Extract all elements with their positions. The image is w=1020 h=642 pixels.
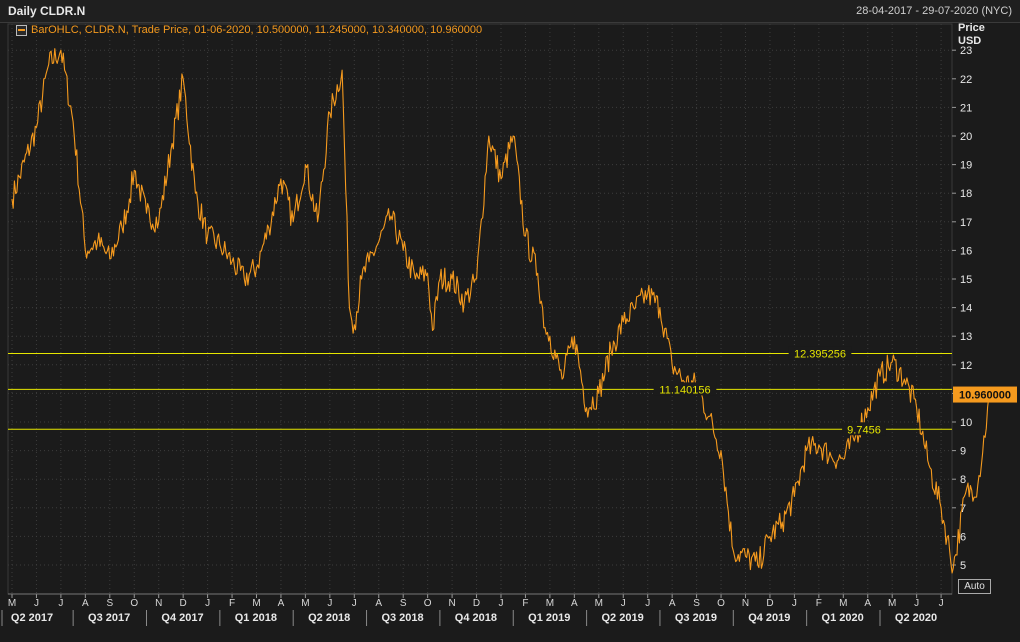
month-label: O: [424, 598, 432, 609]
y-tick-label: 14: [960, 303, 972, 315]
y-tick-label: 20: [960, 131, 972, 143]
y-tick-label: 17: [960, 217, 972, 229]
quarter-label: Q4 2019: [748, 612, 790, 624]
level-label: 9.7456: [847, 424, 881, 436]
month-label: D: [766, 598, 773, 609]
quarter-label: Q1 2018: [235, 612, 277, 624]
y-tick-label: 22: [960, 74, 972, 86]
y-tick-label: 23: [960, 45, 972, 57]
quarter-label: Q3 2017: [88, 612, 130, 624]
axis-unit-currency: USD: [958, 35, 982, 47]
y-tick-label: 7: [960, 503, 966, 515]
month-label: M: [252, 598, 260, 609]
month-label: N: [155, 598, 162, 609]
quarter-label: Q1 2020: [822, 612, 864, 624]
quarter-label: Q2 2018: [308, 612, 350, 624]
quarter-label: Q3 2018: [381, 612, 423, 624]
quarter-label: Q2 2019: [601, 612, 643, 624]
quarter-label: Q1 2019: [528, 612, 570, 624]
month-label: F: [522, 598, 528, 609]
chart-title: Daily CLDR.N: [8, 4, 86, 18]
month-label: J: [205, 598, 210, 609]
y-tick-label: 8: [960, 474, 966, 486]
quarter-label: Q4 2017: [161, 612, 203, 624]
month-label: N: [448, 598, 455, 609]
month-label: M: [546, 598, 554, 609]
y-tick-label: 6: [960, 531, 966, 543]
month-label: J: [352, 598, 357, 609]
month-label: M: [8, 598, 16, 609]
price-series-line: [11, 48, 991, 574]
axis-unit-price: Price: [958, 22, 985, 34]
month-label: O: [130, 598, 138, 609]
last-price-tag: [953, 386, 1017, 403]
level-label-bg: [788, 346, 852, 360]
month-label: O: [717, 598, 725, 609]
y-tick-label: 5: [960, 560, 966, 572]
month-label: M: [595, 598, 603, 609]
y-tick-label: 10: [960, 417, 972, 429]
month-label: J: [327, 598, 332, 609]
y-tick-label: 19: [960, 160, 972, 172]
month-label: D: [473, 598, 480, 609]
level-label: 11.140156: [659, 384, 710, 396]
month-label: J: [499, 598, 504, 609]
month-label: J: [34, 598, 39, 609]
y-tick-label: 16: [960, 245, 972, 257]
month-label: S: [693, 598, 700, 609]
month-label: S: [106, 598, 113, 609]
month-label: S: [400, 598, 407, 609]
month-label: N: [742, 598, 749, 609]
quarter-label: Q4 2018: [455, 612, 497, 624]
level-label-bg: [653, 382, 717, 396]
quarter-label: Q2 2020: [895, 612, 937, 624]
ohlc-bar-icon: [16, 24, 27, 36]
quarter-label: Q2 2017: [11, 612, 53, 624]
title-bar: Daily CLDR.N 28-04-2017 - 29-07-2020 (NY…: [0, 0, 1020, 23]
month-label: F: [816, 598, 822, 609]
auto-scale-button[interactable]: Auto: [958, 579, 991, 594]
month-label: A: [375, 598, 382, 609]
level-label: 12.395256: [794, 348, 846, 360]
month-label: J: [645, 598, 650, 609]
y-tick-label: 21: [960, 102, 972, 114]
legend-text: BarOHLC, CLDR.N, Trade Price, 01-06-2020…: [31, 24, 483, 36]
level-label-bg: [842, 422, 886, 436]
y-tick-label: 18: [960, 188, 972, 200]
month-label: J: [58, 598, 63, 609]
y-tick-label: 13: [960, 331, 972, 343]
month-label: A: [571, 598, 578, 609]
date-range: 28-04-2017 - 29-07-2020 (NYC): [856, 5, 1012, 17]
price-axis-unit: Price USD: [958, 22, 985, 48]
plot-frame: [7, 23, 953, 595]
last-price-label: 10.960000: [959, 390, 1011, 402]
month-label: A: [82, 598, 89, 609]
series-legend[interactable]: BarOHLC, CLDR.N, Trade Price, 01-06-2020…: [16, 24, 482, 36]
month-label: M: [301, 598, 309, 609]
y-tick-label: 12: [960, 360, 972, 372]
quarter-label: Q3 2019: [675, 612, 717, 624]
month-label: A: [864, 598, 871, 609]
month-label: A: [669, 598, 676, 609]
y-tick-label: 15: [960, 274, 972, 286]
month-label: J: [914, 598, 919, 609]
month-label: F: [229, 598, 235, 609]
month-label: M: [839, 598, 847, 609]
month-label: J: [621, 598, 626, 609]
month-label: M: [888, 598, 896, 609]
month-label: J: [792, 598, 797, 609]
month-label: D: [180, 598, 187, 609]
month-label: A: [278, 598, 285, 609]
month-label: J: [939, 598, 944, 609]
y-tick-label: 9: [960, 446, 966, 458]
